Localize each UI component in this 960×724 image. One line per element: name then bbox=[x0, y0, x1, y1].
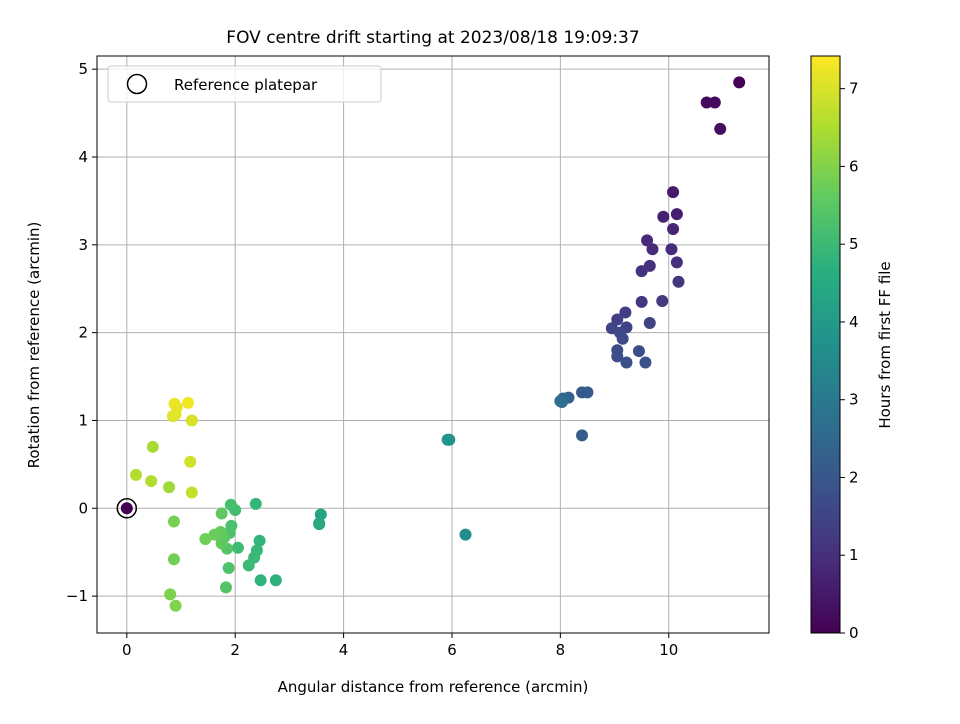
data-point bbox=[182, 396, 195, 409]
data-point bbox=[643, 316, 656, 329]
data-point bbox=[313, 518, 326, 531]
data-point bbox=[635, 265, 648, 278]
data-point bbox=[555, 396, 568, 409]
data-point bbox=[639, 356, 652, 369]
colorbar-tick-label: 3 bbox=[849, 391, 859, 409]
data-point bbox=[167, 553, 180, 566]
x-tick-label: 8 bbox=[556, 641, 566, 659]
colorbar-tick-label: 4 bbox=[849, 313, 859, 331]
plot-frame bbox=[96, 55, 770, 634]
data-point bbox=[254, 574, 267, 587]
colorbar-gradient bbox=[810, 55, 841, 634]
x-tick-label: 10 bbox=[659, 641, 678, 659]
y-tick-label: 5 bbox=[78, 60, 88, 78]
data-point bbox=[667, 186, 680, 199]
colorbar-tick-label: 7 bbox=[849, 80, 859, 98]
data-point bbox=[708, 96, 721, 109]
x-tick-label: 2 bbox=[230, 641, 240, 659]
y-tick-label: 1 bbox=[78, 411, 88, 429]
data-point bbox=[219, 581, 232, 594]
data-point bbox=[215, 537, 228, 550]
data-point bbox=[672, 275, 685, 288]
data-point bbox=[185, 414, 198, 427]
colorbar-ticks: 0 1 2 3 4 5 6 7 bbox=[840, 80, 859, 642]
data-point bbox=[222, 562, 235, 575]
data-point bbox=[208, 528, 221, 541]
y-tick-label: −1 bbox=[66, 587, 88, 605]
data-point bbox=[635, 295, 648, 308]
reference-point-marker bbox=[116, 498, 138, 519]
data-point bbox=[231, 541, 244, 554]
data-point bbox=[632, 345, 645, 358]
data-point bbox=[641, 234, 654, 247]
y-tick-label: 4 bbox=[78, 148, 88, 166]
data-point bbox=[269, 574, 282, 587]
data-point bbox=[130, 468, 143, 481]
colorbar-tick-label: 6 bbox=[849, 157, 859, 175]
data-point bbox=[224, 498, 237, 511]
data-point bbox=[169, 599, 182, 612]
colorbar-tick-label: 2 bbox=[849, 468, 859, 486]
data-point bbox=[667, 223, 680, 236]
data-point bbox=[215, 507, 228, 520]
colorbar-tick-label: 0 bbox=[849, 624, 859, 642]
data-point bbox=[164, 588, 177, 601]
x-tick-label: 4 bbox=[339, 641, 349, 659]
data-point bbox=[184, 455, 197, 468]
legend-label-reference: Reference platepar bbox=[174, 76, 318, 94]
grid bbox=[97, 56, 769, 633]
data-point bbox=[145, 475, 158, 488]
data-point bbox=[167, 515, 180, 528]
data-point bbox=[168, 397, 181, 410]
data-point bbox=[616, 332, 629, 345]
colorbar-tick-label: 5 bbox=[849, 235, 859, 253]
colorbar-tick-label: 1 bbox=[849, 546, 859, 564]
axis-ticks: 0 2 4 6 8 10 −1 0 1 2 3 4 5 bbox=[66, 60, 678, 659]
data-point bbox=[459, 528, 472, 541]
data-point bbox=[581, 386, 594, 399]
data-point bbox=[619, 306, 632, 319]
data-point bbox=[242, 559, 255, 572]
data-point bbox=[199, 533, 212, 546]
data-point bbox=[670, 208, 683, 221]
y-tick-label: 3 bbox=[78, 236, 88, 254]
y-axis-label: Rotation from reference (arcmin) bbox=[25, 222, 43, 469]
data-point bbox=[611, 313, 624, 326]
data-point bbox=[441, 433, 454, 446]
x-axis-label: Angular distance from reference (arcmin) bbox=[278, 678, 589, 696]
x-tick-label: 6 bbox=[447, 641, 457, 659]
data-point bbox=[146, 440, 159, 453]
chart-title: FOV centre drift starting at 2023/08/18 … bbox=[226, 28, 639, 48]
data-point bbox=[163, 481, 176, 494]
data-point bbox=[646, 243, 659, 256]
data-point bbox=[714, 122, 727, 135]
data-point bbox=[253, 534, 266, 547]
x-tick-label: 0 bbox=[122, 641, 132, 659]
data-point bbox=[185, 486, 198, 499]
y-tick-label: 2 bbox=[78, 324, 88, 342]
data-point bbox=[733, 76, 746, 89]
legend-marker-reference bbox=[126, 73, 148, 95]
data-point bbox=[120, 502, 133, 515]
data-point bbox=[576, 429, 589, 442]
data-point bbox=[611, 350, 624, 363]
data-point bbox=[665, 243, 678, 256]
plot-area: 0 2 4 6 8 10 −1 0 1 2 3 4 5 bbox=[66, 55, 770, 659]
data-point bbox=[656, 295, 669, 308]
legend-box bbox=[107, 65, 382, 103]
colorbar-label: Hours from first FF file bbox=[876, 261, 894, 428]
colorbar: 0 1 2 3 4 5 6 7 Hours from first FF file bbox=[810, 55, 894, 642]
data-points bbox=[116, 76, 746, 612]
data-point bbox=[657, 210, 670, 223]
y-tick-label: 0 bbox=[78, 499, 88, 517]
data-point bbox=[620, 356, 633, 369]
data-point bbox=[249, 497, 262, 510]
data-point bbox=[670, 256, 683, 269]
legend: Reference platepar bbox=[107, 65, 382, 103]
